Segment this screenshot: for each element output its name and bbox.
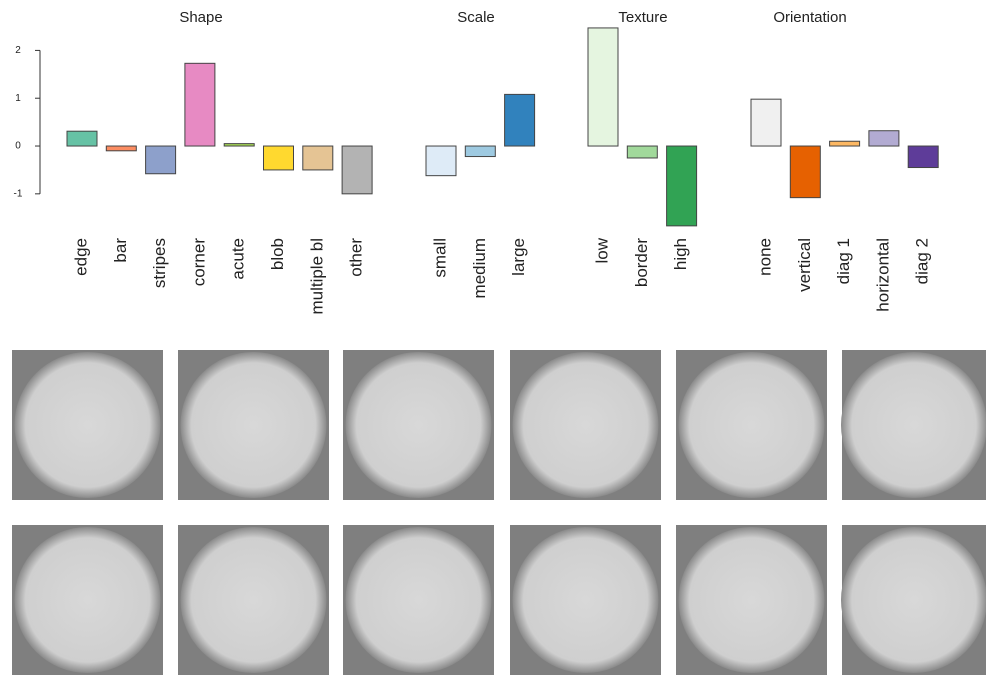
bar (504, 93, 536, 147)
category-label: horizontal (873, 238, 892, 312)
category-label: low (592, 237, 611, 263)
image-lens (512, 352, 659, 498)
category-label: multiple bl (307, 238, 326, 315)
group-title: Scale (457, 9, 495, 26)
category-label: bar (111, 238, 130, 263)
image-lens (678, 527, 825, 673)
category-label: high (671, 238, 690, 270)
image-lens (180, 527, 327, 673)
bar (829, 140, 861, 147)
category-label: border (632, 238, 651, 287)
bar (750, 98, 782, 147)
y-tick-label: 1 (15, 93, 21, 104)
category-label: edge (71, 238, 90, 276)
category-label: blob (268, 238, 287, 270)
bar (105, 145, 137, 152)
bar (184, 62, 216, 147)
image-lens (14, 527, 161, 673)
bar (223, 143, 255, 147)
category-label: diag 1 (834, 238, 853, 284)
bar (425, 145, 457, 177)
bar (66, 130, 98, 147)
category-label: medium (470, 238, 489, 298)
image-lens (14, 352, 161, 498)
bar (145, 145, 177, 175)
group-title: Orientation (773, 9, 846, 26)
image-grid (12, 350, 986, 675)
image-lens (512, 527, 659, 673)
y-tick-label: -1 (14, 188, 23, 199)
category-label: stripes (150, 238, 169, 288)
bar (341, 145, 373, 195)
image-lens (345, 527, 492, 673)
bar (789, 145, 821, 199)
image-lens (678, 352, 825, 498)
y-tick-label: 2 (15, 45, 21, 56)
category-label: large (509, 238, 528, 276)
image-lens (345, 352, 492, 498)
category-label: other (347, 238, 366, 277)
image-lens (841, 352, 986, 498)
group-title: Texture (618, 9, 667, 26)
bar (907, 145, 939, 169)
category-label: corner (189, 238, 208, 287)
image-lens (180, 352, 327, 498)
bar (464, 145, 496, 158)
bar (302, 145, 334, 171)
bar (587, 27, 619, 147)
bar (666, 145, 698, 227)
category-label: vertical (795, 238, 814, 292)
category-label: small (430, 238, 449, 278)
y-tick-label: 0 (15, 141, 21, 152)
bar (868, 130, 900, 147)
image-lens (841, 527, 986, 673)
group-title: Shape (179, 9, 222, 26)
category-label: acute (229, 238, 248, 280)
bar (263, 145, 294, 171)
category-label: none (755, 238, 774, 276)
category-label: diag 2 (913, 238, 932, 284)
bar (626, 145, 658, 159)
